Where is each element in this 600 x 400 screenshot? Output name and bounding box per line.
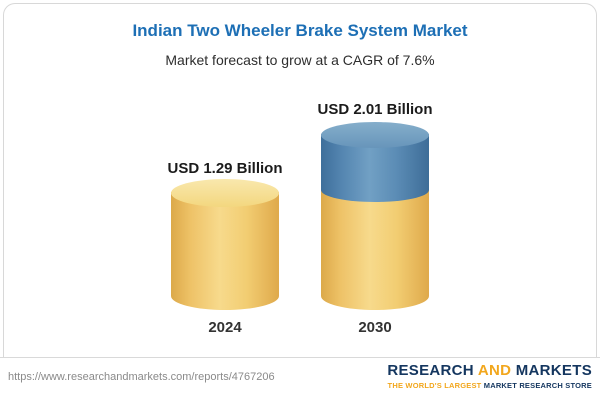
chart-card (3, 3, 597, 357)
chart-subtitle: Market forecast to grow at a CAGR of 7.6… (165, 52, 435, 68)
bar-2030-gold-segment (321, 189, 429, 310)
footer: https://www.researchandmarkets.com/repor… (0, 357, 600, 400)
logo-tagline-gold-part: THE WORLD'S LARGEST (387, 380, 484, 390)
logo-tagline: THE WORLD'S LARGEST MARKET RESEARCH STOR… (387, 380, 592, 390)
bar-2024 (171, 179, 279, 310)
logo-tagline-navy-part: MARKET RESEARCH STORE (483, 380, 592, 390)
logo-word-markets: MARKETS (515, 362, 592, 379)
bar-2030 (321, 122, 429, 310)
x-axis-label-2024: 2024 (208, 319, 242, 336)
value-label-2030: USD 2.01 Billion (317, 101, 433, 118)
research-and-markets-logo[interactable]: RESEARCH AND MARKETS THE WORLD'S LARGEST… (387, 362, 592, 390)
x-axis-label-2030: 2030 (358, 319, 392, 336)
bar-2030-top-cap (321, 122, 429, 148)
logo-word-research: RESEARCH (387, 362, 478, 379)
bar-2024-body (171, 192, 279, 310)
logo-wordmark: RESEARCH AND MARKETS (387, 362, 592, 380)
report-url-link[interactable]: https://www.researchandmarkets.com/repor… (8, 371, 275, 383)
bar-2024-top-cap (171, 179, 279, 207)
value-label-2024: USD 1.29 Billion (167, 160, 283, 177)
logo-word-and: AND (477, 362, 516, 379)
chart-title: Indian Two Wheeler Brake System Market (132, 21, 468, 40)
